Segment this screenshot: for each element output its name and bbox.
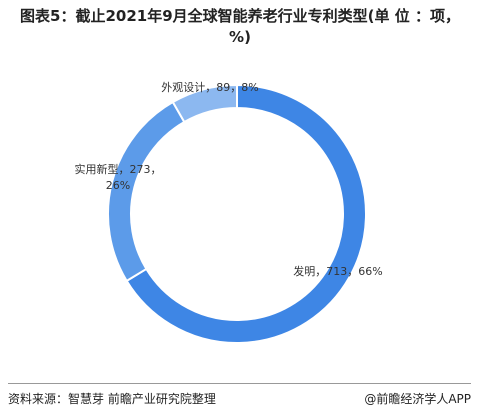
data-label: 发明，713，66% xyxy=(293,264,382,278)
donut-slice xyxy=(125,83,367,344)
data-label: 外观设计，89，8% xyxy=(161,81,258,94)
chart-title: 图表5：截止2021年9月全球智能养老行业专利类型(单 位 ：项，%) xyxy=(20,7,460,46)
donut-slice xyxy=(171,83,238,124)
data-label: 实用新型，273， xyxy=(75,162,162,176)
source: 资料来源：智慧芽 前瞻产业研究院整理 xyxy=(8,392,216,406)
footer: 资料来源：智慧芽 前瞻产业研究院整理 @前瞻经济学人APP xyxy=(8,383,471,407)
brand: @前瞻经济学人APP xyxy=(364,392,471,406)
data-label: 26% xyxy=(106,179,130,192)
